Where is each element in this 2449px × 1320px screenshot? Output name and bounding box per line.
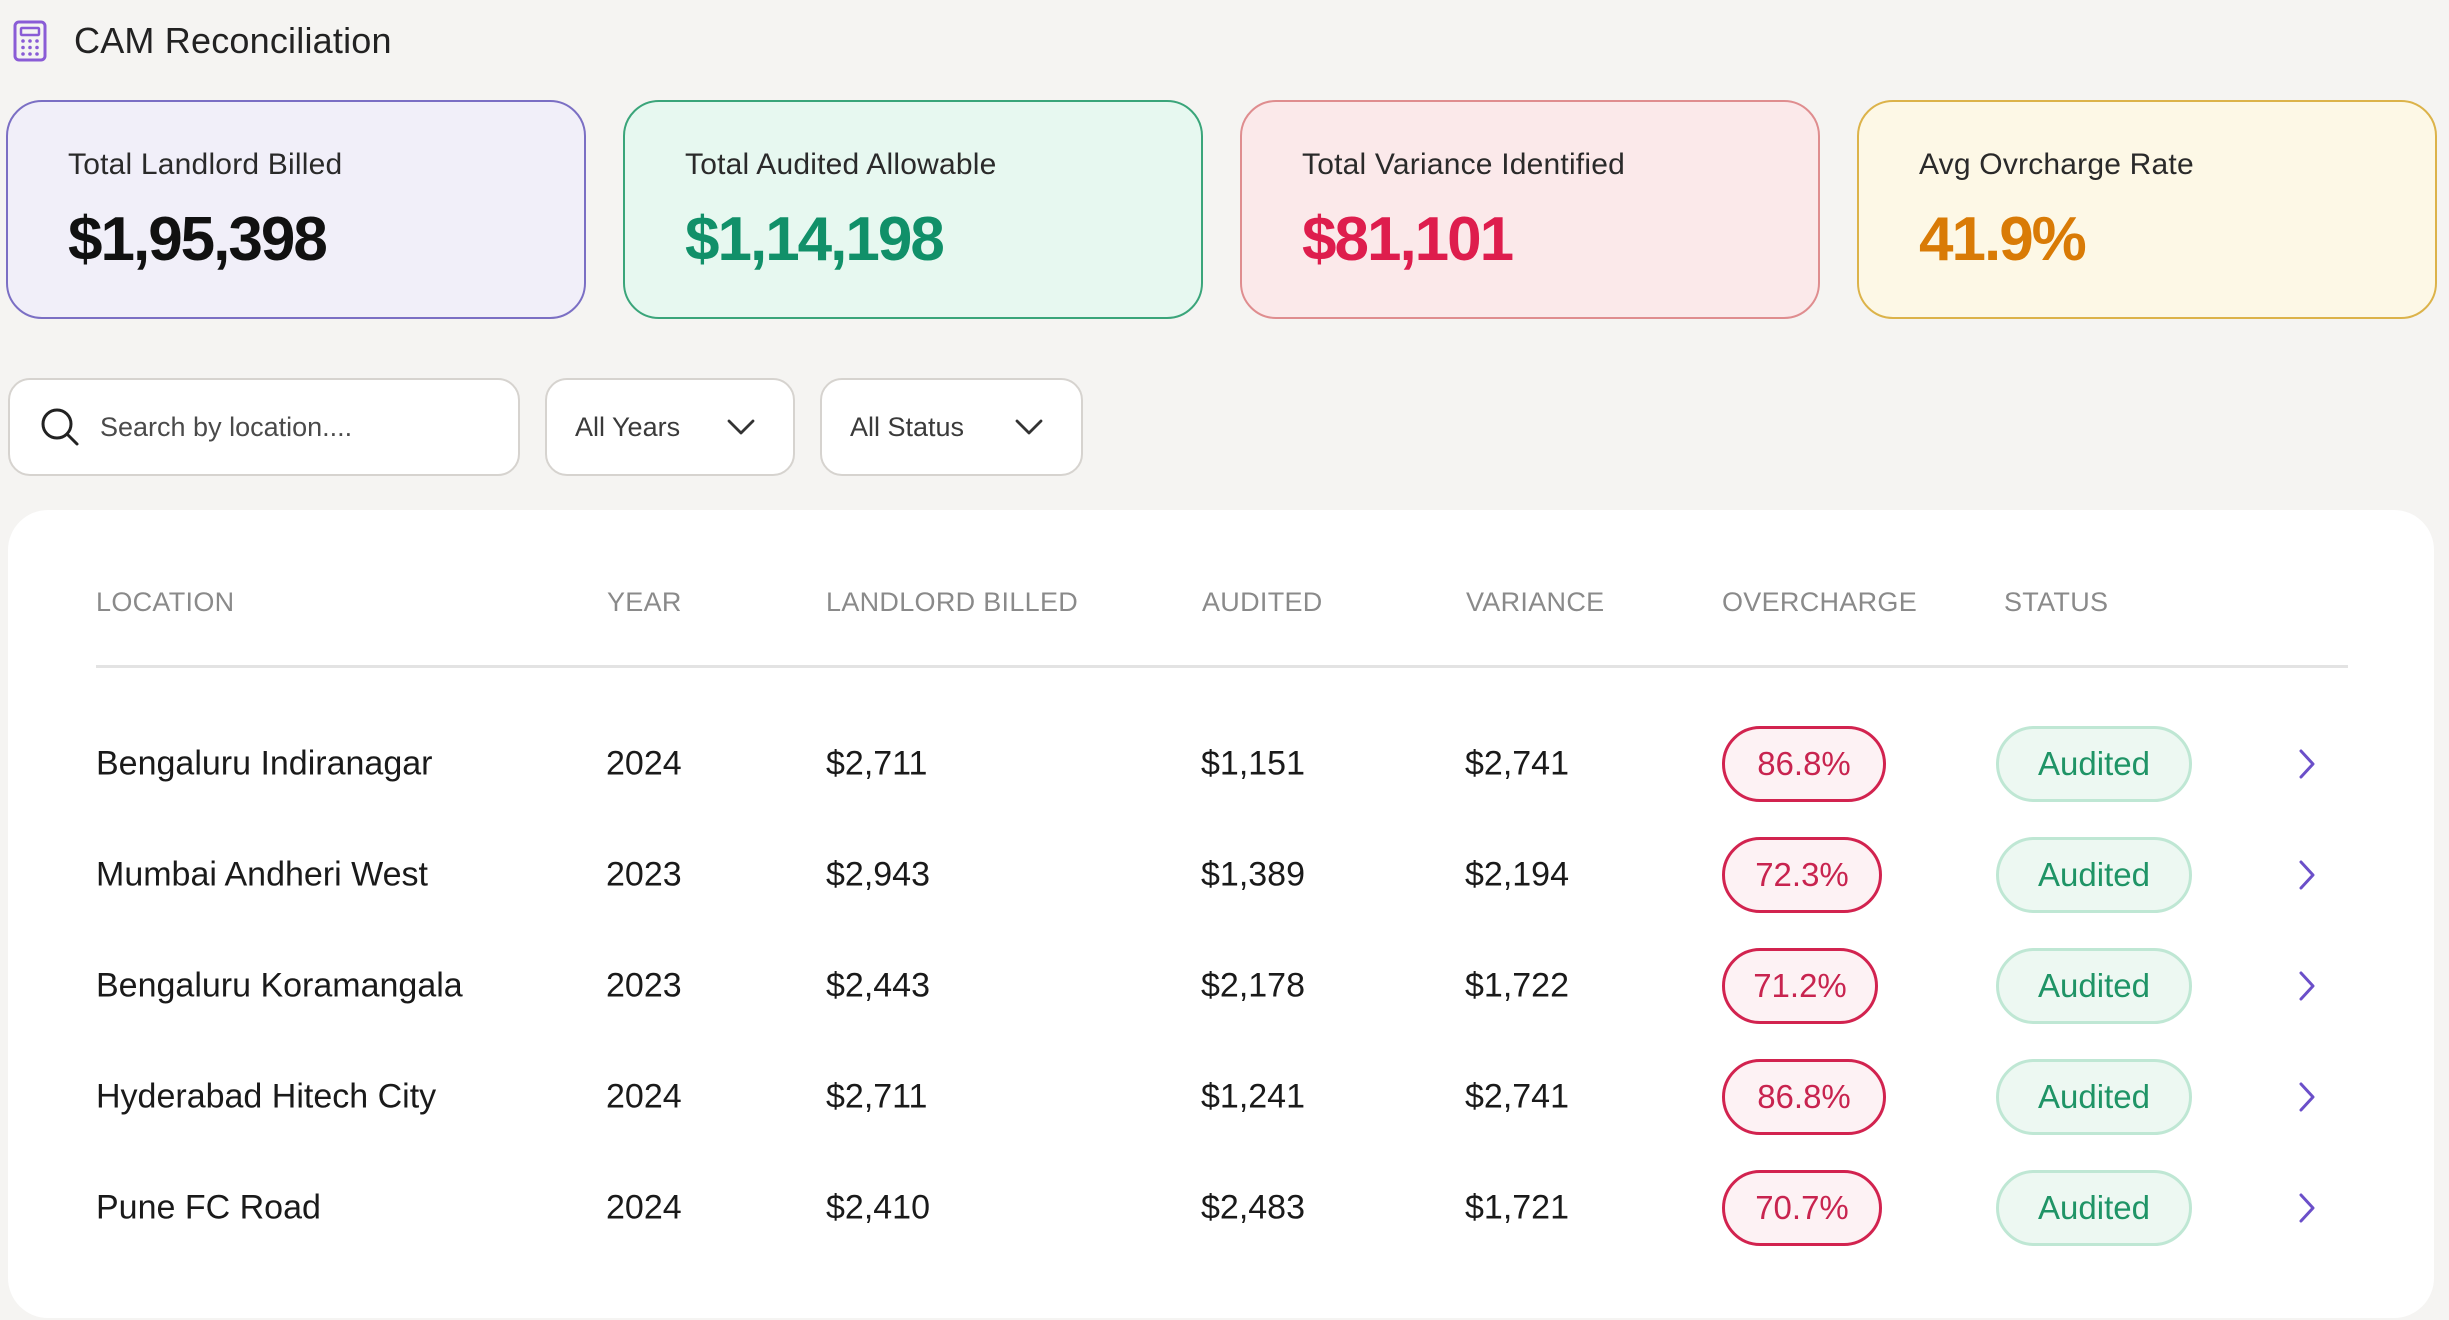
year-select-value: All Years	[575, 411, 681, 442]
column-header-year[interactable]: Year	[607, 587, 682, 617]
overcharge-badge: 70.7%	[1722, 1169, 1882, 1246]
year-select[interactable]: All Years	[545, 378, 795, 476]
search-box[interactable]	[8, 378, 520, 476]
chevron-right-icon[interactable]	[2295, 968, 2319, 1004]
filter-bar: All Years All Status	[0, 378, 1100, 478]
cell-location: Mumbai Andheri West	[96, 855, 428, 893]
reconciliation-table: Location Year Landlord Billed Audited Va…	[8, 510, 2434, 1318]
overcharge-badge: 72.3%	[1722, 836, 1882, 913]
stat-value: $81,101	[1302, 205, 1514, 274]
cell-year: 2024	[606, 1077, 682, 1115]
stat-label: Total Landlord Billed	[68, 148, 343, 181]
stat-card-audited-allowable: Total Audited Allowable $1,14,198	[623, 100, 1203, 319]
overcharge-badge: 71.2%	[1722, 947, 1878, 1024]
cell-audited: $1,241	[1201, 1077, 1305, 1115]
table-row[interactable]: Mumbai Andheri West 2023 $2,943 $1,389 $2,19…	[8, 819, 2434, 930]
stat-card-variance: Total Variance Identified $81,101	[1240, 100, 1820, 319]
table-row[interactable]: Bengaluru Koramangala 2023 $2,443 $2,178 $1,…	[8, 930, 2434, 1041]
column-header-overcharge[interactable]: Overcharge	[1722, 587, 1918, 617]
cell-location: Hyderabad Hitech City	[96, 1077, 437, 1115]
cell-billed: $2,711	[826, 1077, 928, 1115]
column-header-variance[interactable]: Variance	[1466, 587, 1605, 617]
chevron-down-icon	[727, 418, 755, 436]
cell-variance: $1,722	[1465, 966, 1569, 1004]
table-row[interactable]: Hyderabad Hitech City 2024 $2,711 $1,241 $2,…	[8, 1041, 2434, 1152]
search-icon	[40, 407, 80, 447]
chevron-down-icon	[1015, 418, 1043, 436]
stat-card-landlord-billed: Total Landlord Billed $1,95,398	[6, 100, 586, 319]
cell-audited: $2,483	[1201, 1188, 1305, 1226]
stat-value: $1,14,198	[685, 205, 945, 274]
cell-billed: $2,711	[826, 744, 928, 782]
status-select-value: All Status	[850, 411, 965, 442]
status-badge: Audited	[1996, 725, 2192, 802]
cell-audited: $1,151	[1201, 744, 1305, 782]
page-title: CAM Reconciliation	[74, 20, 392, 61]
stat-card-overcharge-rate: Avg Ovrcharge Rate 41.9%	[1857, 100, 2437, 319]
stat-label: Avg Ovrcharge Rate	[1919, 148, 2194, 181]
cell-billed: $2,443	[826, 966, 930, 1004]
chevron-right-icon[interactable]	[2295, 1190, 2319, 1226]
column-header-location[interactable]: Location	[96, 587, 235, 617]
status-select[interactable]: All Status	[820, 378, 1083, 476]
cell-variance: $1,721	[1465, 1188, 1569, 1226]
header-divider	[96, 665, 2348, 668]
table-row[interactable]: Bengaluru Indiranagar 2024 $2,711 $1,151 $2,…	[8, 708, 2434, 819]
table-row[interactable]: Pune FC Road 2024 $2,410 $2,483 $1,721 70.7% A…	[8, 1152, 2434, 1263]
chevron-right-icon[interactable]	[2295, 746, 2319, 782]
column-header-status[interactable]: Status	[2004, 587, 2109, 617]
column-header-billed[interactable]: Landlord Billed	[826, 587, 1079, 617]
cell-location: Bengaluru Indiranagar	[96, 744, 433, 782]
cell-variance: $2,741	[1465, 744, 1569, 782]
chevron-right-icon[interactable]	[2295, 1079, 2319, 1115]
stat-label: Total Variance Identified	[1302, 148, 1625, 181]
stat-label: Total Audited Allowable	[685, 148, 997, 181]
cell-audited: $2,178	[1201, 966, 1305, 1004]
status-badge: Audited	[1996, 1169, 2192, 1246]
status-badge: Audited	[1996, 1058, 2192, 1135]
cell-year: 2024	[606, 1188, 682, 1226]
stat-cards: Total Landlord Billed $1,95,398 Total Au…	[6, 100, 2440, 320]
stat-value: 41.9%	[1919, 205, 2087, 274]
cell-variance: $2,741	[1465, 1077, 1569, 1115]
cell-audited: $1,389	[1201, 855, 1305, 893]
status-badge: Audited	[1996, 947, 2192, 1024]
calculator-icon	[12, 19, 48, 63]
cell-location: Bengaluru Koramangala	[96, 966, 463, 1004]
overcharge-badge: 86.8%	[1722, 725, 1886, 802]
cell-variance: $2,194	[1465, 855, 1569, 893]
search-input[interactable]	[98, 410, 498, 444]
chevron-right-icon[interactable]	[2295, 857, 2319, 893]
cell-year: 2023	[606, 855, 682, 893]
cell-billed: $2,410	[826, 1188, 930, 1226]
cell-year: 2024	[606, 744, 682, 782]
cell-billed: $2,943	[826, 855, 930, 893]
column-header-audited[interactable]: Audited	[1202, 587, 1323, 617]
status-badge: Audited	[1996, 836, 2192, 913]
stat-value: $1,95,398	[68, 205, 328, 274]
page-header: CAM Reconciliation	[12, 16, 392, 66]
cell-year: 2023	[606, 966, 682, 1004]
overcharge-badge: 86.8%	[1722, 1058, 1886, 1135]
cell-location: Pune FC Road	[96, 1188, 321, 1226]
